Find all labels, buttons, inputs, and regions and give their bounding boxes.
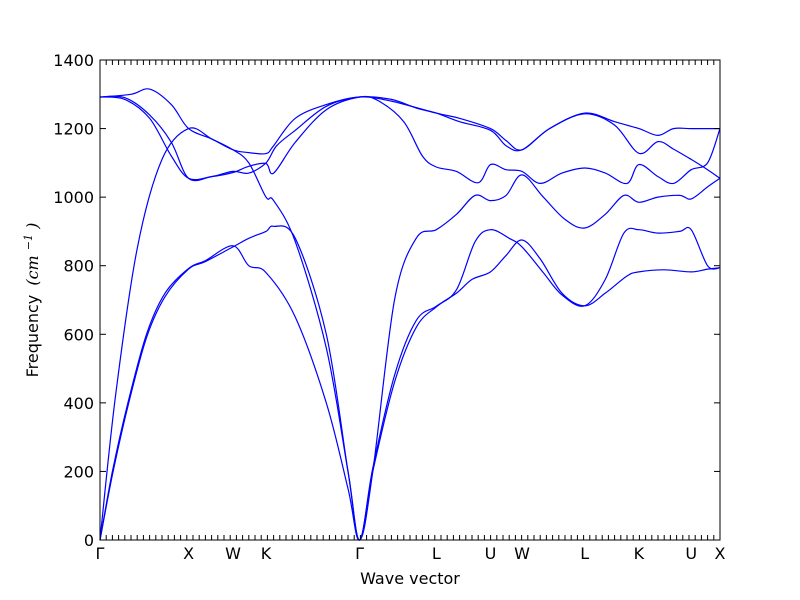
band-line-1: [99, 239, 721, 541]
y-ticks: 0 200 400 600 800 1000 1200 1400: [53, 51, 720, 550]
x-axis-label: Wave vector: [360, 569, 460, 588]
band-line-2: [99, 225, 721, 541]
y-axis-label: Frequency (cm −1 ): [17, 223, 42, 378]
y-tick-label: 600: [63, 325, 94, 344]
y-axis-unit-open: (cm: [23, 255, 42, 285]
x-tick-label: W: [514, 544, 530, 563]
y-tick-label: 0: [84, 531, 94, 550]
band-line-3: [99, 96, 721, 541]
y-axis-unit-close: ): [23, 223, 42, 230]
y-tick-label: 200: [63, 462, 94, 481]
x-tick-label: Γ: [355, 544, 364, 563]
x-tick-label: X: [715, 544, 726, 563]
x-tick-label: U: [485, 544, 497, 563]
y-axis-label-group: Frequency (cm −1 ): [17, 223, 42, 378]
x-tick-label: W: [225, 544, 241, 563]
x-tick-label: L: [580, 544, 589, 563]
y-tick-label: 800: [63, 257, 94, 276]
y-axis-unit-exponent: −1: [22, 234, 35, 250]
band-lines: [99, 88, 721, 541]
x-tick-label: X: [183, 544, 194, 563]
band-line-6: [99, 96, 720, 181]
band-line-5: [99, 88, 721, 541]
y-axis-label-text: Frequency: [23, 295, 42, 378]
x-tick-label: U: [685, 544, 697, 563]
x-tick-label: Γ: [96, 544, 105, 563]
y-tick-label: 1200: [53, 120, 94, 139]
x-tick-label: L: [432, 544, 441, 563]
y-tick-label: 1400: [53, 51, 94, 70]
y-tick-label: 400: [63, 394, 94, 413]
plot-frame: [99, 59, 721, 541]
y-tick-label: 1000: [53, 188, 94, 207]
x-tick-label: K: [261, 544, 272, 563]
x-tick-label: K: [634, 544, 645, 563]
